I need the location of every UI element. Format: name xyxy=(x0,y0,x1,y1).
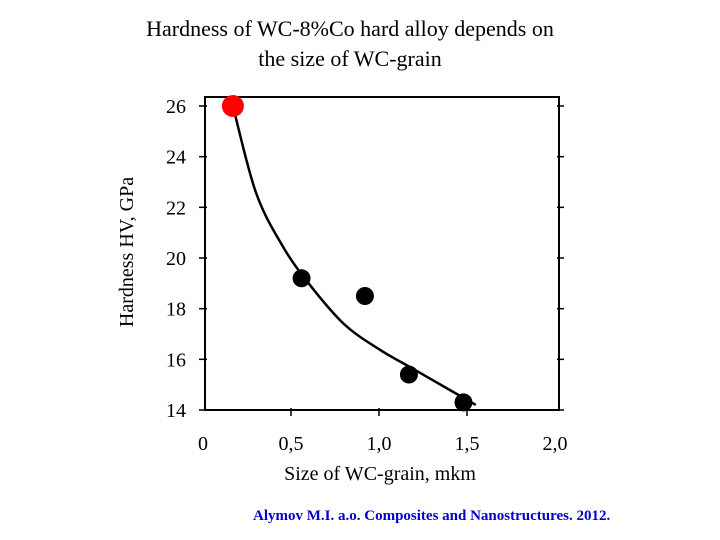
y-tick-label: 24 xyxy=(166,147,186,169)
y-tick-label: 22 xyxy=(166,197,186,219)
highlight-data-point xyxy=(221,95,244,117)
plot-frame xyxy=(204,96,560,411)
y-axis-label: Hardness HV, GPa xyxy=(116,177,138,327)
x-tick-label: 1,5 xyxy=(455,433,480,455)
y-tick-label: 18 xyxy=(166,299,186,321)
y-tick-label: 26 xyxy=(166,96,186,118)
citation: Alymov M.I. a.o. Composites and Nanostru… xyxy=(253,508,611,524)
chart-title-line-2: the size of WC-grain xyxy=(258,46,442,71)
x-tick-label: 2,0 xyxy=(543,433,568,455)
chart-title-line-1: Hardness of WC-8%Co hard alloy depends o… xyxy=(146,16,554,41)
x-tick-label: 0,5 xyxy=(279,433,304,455)
trend-curve xyxy=(231,105,477,407)
x-tick-label: 0 xyxy=(198,433,208,455)
data-point xyxy=(355,287,374,305)
x-tick-label: 1,0 xyxy=(367,433,392,455)
y-tick-label: 16 xyxy=(166,349,186,371)
data-point xyxy=(292,269,311,288)
data-point xyxy=(454,393,473,412)
data-point xyxy=(399,365,418,384)
x-axis-label: Size of WC-grain, mkm xyxy=(284,463,476,485)
y-tick-label: 14 xyxy=(166,400,186,422)
y-tick-label: 20 xyxy=(166,248,186,270)
